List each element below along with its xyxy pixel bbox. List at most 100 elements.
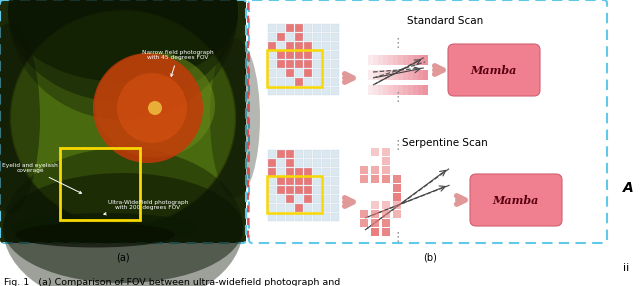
Bar bbox=[304, 177, 312, 185]
Bar bbox=[277, 51, 285, 59]
Bar bbox=[295, 51, 303, 59]
Bar bbox=[360, 219, 368, 227]
Text: A: A bbox=[623, 181, 634, 195]
Bar bbox=[371, 210, 379, 218]
Bar bbox=[382, 201, 390, 209]
Bar bbox=[295, 195, 303, 203]
Bar bbox=[286, 150, 294, 158]
Bar bbox=[277, 186, 285, 194]
Bar bbox=[313, 186, 321, 194]
Bar bbox=[371, 175, 379, 183]
Bar bbox=[277, 78, 285, 86]
Bar bbox=[383, 85, 388, 95]
Bar bbox=[277, 87, 285, 95]
Bar bbox=[268, 150, 276, 158]
Bar bbox=[286, 33, 294, 41]
FancyBboxPatch shape bbox=[448, 44, 540, 96]
Bar bbox=[313, 150, 321, 158]
Bar bbox=[268, 87, 276, 95]
Bar bbox=[331, 177, 339, 185]
Bar bbox=[304, 51, 312, 59]
Bar bbox=[383, 55, 388, 65]
Bar bbox=[268, 69, 276, 77]
Bar bbox=[286, 177, 294, 185]
Bar bbox=[393, 201, 401, 209]
Bar bbox=[268, 213, 276, 221]
Bar bbox=[295, 186, 303, 194]
Circle shape bbox=[117, 73, 187, 143]
Bar bbox=[313, 78, 321, 86]
Bar bbox=[331, 213, 339, 221]
Bar bbox=[331, 195, 339, 203]
Ellipse shape bbox=[3, 173, 243, 283]
Bar bbox=[304, 33, 312, 41]
Bar bbox=[331, 24, 339, 32]
Bar bbox=[277, 33, 285, 41]
Bar bbox=[304, 159, 312, 167]
Bar bbox=[331, 78, 339, 86]
Text: Standard Scan: Standard Scan bbox=[407, 16, 483, 26]
Bar bbox=[268, 60, 276, 68]
Bar bbox=[322, 87, 330, 95]
Bar bbox=[403, 85, 408, 95]
Bar bbox=[313, 195, 321, 203]
Bar bbox=[331, 60, 339, 68]
Bar bbox=[382, 157, 390, 165]
Bar bbox=[371, 148, 379, 156]
Bar bbox=[313, 204, 321, 212]
Bar bbox=[295, 78, 303, 86]
Bar bbox=[413, 70, 418, 80]
Bar bbox=[295, 24, 303, 32]
Ellipse shape bbox=[8, 0, 238, 120]
Bar bbox=[268, 159, 276, 167]
Bar bbox=[398, 55, 403, 65]
Bar bbox=[322, 42, 330, 50]
Bar bbox=[313, 87, 321, 95]
Bar bbox=[313, 33, 321, 41]
Bar bbox=[382, 175, 390, 183]
Bar bbox=[403, 70, 408, 80]
Bar bbox=[313, 213, 321, 221]
Bar bbox=[371, 228, 379, 236]
Text: (a): (a) bbox=[116, 252, 130, 262]
Bar bbox=[403, 55, 408, 65]
Bar bbox=[277, 177, 285, 185]
Bar bbox=[286, 69, 294, 77]
Bar bbox=[322, 33, 330, 41]
Bar bbox=[331, 204, 339, 212]
Bar bbox=[313, 42, 321, 50]
Bar bbox=[398, 85, 403, 95]
Bar bbox=[378, 70, 383, 80]
Bar bbox=[295, 177, 303, 185]
Bar bbox=[286, 186, 294, 194]
Bar bbox=[295, 87, 303, 95]
Bar bbox=[286, 42, 294, 50]
Bar bbox=[371, 201, 379, 209]
Bar bbox=[304, 195, 312, 203]
Bar bbox=[331, 168, 339, 176]
Bar bbox=[378, 55, 383, 65]
Bar bbox=[393, 70, 398, 80]
FancyBboxPatch shape bbox=[249, 0, 607, 243]
Bar bbox=[313, 177, 321, 185]
Bar bbox=[268, 195, 276, 203]
Bar bbox=[304, 186, 312, 194]
Bar bbox=[304, 24, 312, 32]
Bar bbox=[313, 60, 321, 68]
Bar bbox=[295, 204, 303, 212]
Bar bbox=[268, 42, 276, 50]
Bar bbox=[277, 69, 285, 77]
Bar bbox=[304, 60, 312, 68]
Bar bbox=[304, 150, 312, 158]
Ellipse shape bbox=[95, 53, 215, 158]
Bar bbox=[378, 85, 383, 95]
Bar bbox=[286, 168, 294, 176]
Bar bbox=[277, 159, 285, 167]
Bar bbox=[313, 24, 321, 32]
Text: Mamba: Mamba bbox=[493, 194, 539, 206]
Bar bbox=[268, 177, 276, 185]
Bar bbox=[286, 204, 294, 212]
Text: Ultra-WideField photograph
with 200 degrees FOV: Ultra-WideField photograph with 200 degr… bbox=[104, 200, 188, 215]
Bar bbox=[322, 213, 330, 221]
Bar bbox=[286, 213, 294, 221]
